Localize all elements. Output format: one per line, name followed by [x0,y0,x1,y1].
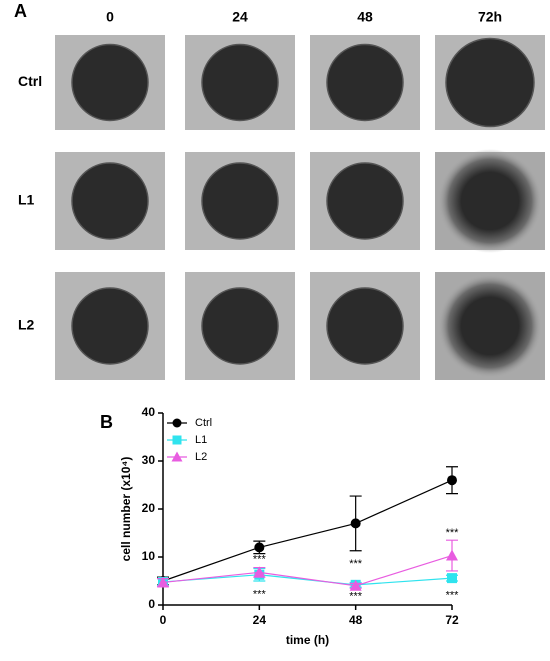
x-axis-label: time (h) [286,633,329,647]
series-line [162,554,453,587]
spheroid [201,43,279,122]
column-header: 24 [232,9,248,25]
x-tick-label: 48 [349,613,363,627]
y-tick-label: 0 [148,597,155,611]
marker [350,518,361,529]
spheroid [71,287,149,365]
spheroid [201,162,279,240]
series-line [162,479,453,582]
annotation: *** [253,553,267,565]
x-tick-label: 72 [445,613,459,627]
spheroid [201,287,279,365]
series-line [162,574,453,586]
y-tick-label: 20 [142,501,156,515]
y-tick-label: 40 [142,405,156,419]
panel-label: A [14,1,27,21]
spheroid [326,287,404,365]
marker [447,475,457,486]
legend-label: L2 [195,451,207,463]
marker [254,542,265,553]
annotation: *** [446,589,460,601]
spheroid [438,274,542,378]
spheroid [438,149,542,253]
row-label: L2 [18,317,35,333]
column-header: 0 [106,9,114,25]
annotation: *** [253,588,267,600]
x-tick-label: 24 [253,613,267,627]
annotation: *** [446,527,460,539]
spheroid [71,162,149,240]
annotation: *** [349,558,363,570]
legend-label: Ctrl [195,417,212,429]
y-axis-label: cell number (x10⁴) [119,457,133,562]
marker [253,566,266,578]
marker [349,579,362,591]
spheroid [326,162,404,240]
row-label: Ctrl [18,73,42,89]
legend-marker [171,451,183,462]
column-header: 72h [478,9,502,25]
panel-label: B [100,412,113,432]
row-label: L1 [18,192,35,208]
marker [447,573,457,584]
y-tick-label: 10 [142,549,156,563]
annotation: *** [349,590,363,602]
column-header: 48 [357,9,373,25]
spheroid [71,43,149,122]
spheroid [326,43,404,122]
marker [157,576,169,588]
spheroid [445,37,535,128]
legend-marker [172,435,182,445]
legend-label: L1 [195,434,207,446]
legend-marker [172,418,182,428]
y-tick-label: 30 [142,453,156,467]
marker [446,549,458,561]
x-tick-label: 0 [160,613,167,627]
